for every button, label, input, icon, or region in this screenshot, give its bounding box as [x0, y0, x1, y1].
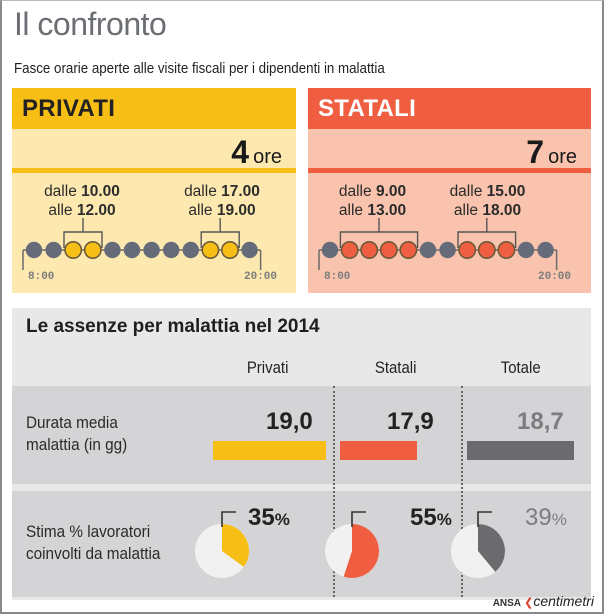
hour-dot-open — [221, 240, 240, 259]
timeline-svg — [22, 218, 262, 270]
pie-charts — [195, 511, 505, 578]
hour-dot-open — [201, 240, 220, 259]
hours-total: 7 ore — [526, 134, 577, 171]
pie-slice — [222, 524, 249, 567]
subtitle: Fasce orarie aperte alle visite fiscali … — [14, 61, 385, 77]
hour-dot-open — [399, 240, 418, 259]
hour-dot-closed — [439, 241, 456, 259]
timeline-svg — [318, 218, 558, 270]
pct-totale: 39% — [525, 504, 567, 531]
row-label: Durata media malattia (in gg) — [26, 413, 128, 454]
bar-statali — [340, 441, 418, 460]
row-label: Stima % lavoratori coinvolti da malattia — [26, 522, 161, 563]
hour-dot-open — [64, 240, 83, 259]
hour-dot-closed — [517, 241, 535, 259]
pie-slice — [478, 524, 505, 572]
panel-header: PRIVATI — [12, 88, 296, 129]
hour-dot-open — [379, 240, 398, 259]
panel-header: STATALI — [308, 88, 591, 129]
credit-agency: ANSA — [492, 598, 522, 609]
hour-dot-closed — [143, 241, 160, 259]
axis-start-label: 8:00 — [28, 271, 55, 283]
page-title: Il confronto — [14, 6, 167, 42]
window-label: dalle 15.00 alle 18.00 — [449, 183, 526, 219]
axis-end-label: 20:00 — [244, 271, 278, 283]
window-label: dalle 17.00 alle 19.00 — [184, 183, 260, 219]
bar-totale — [467, 441, 574, 460]
hours-total: 4 ore — [231, 134, 282, 171]
window-bracket — [339, 218, 419, 248]
value-totale: 18,7 — [517, 408, 564, 435]
hour-dot-closed — [104, 241, 121, 259]
bar-privati — [213, 441, 326, 460]
pie-leader — [221, 511, 236, 527]
divider-line — [308, 168, 591, 173]
row-durata: Durata media malattia (in gg) — [12, 386, 591, 484]
hour-dot-open — [497, 240, 516, 259]
value-privati: 19,0 — [266, 408, 313, 435]
hour-dot-closed — [45, 241, 62, 259]
pie-leader — [477, 511, 492, 527]
pct-statali: 55% — [410, 504, 452, 531]
pct-privati: 35% — [248, 504, 290, 531]
hour-dot-closed — [537, 241, 554, 259]
column-header-privati: Privati — [246, 358, 289, 377]
hour-dot-closed — [25, 241, 43, 259]
hour-dot-closed — [182, 241, 199, 259]
hour-dot-open — [340, 240, 359, 259]
panel-title: PRIVATI — [22, 95, 116, 122]
window-bracket — [63, 218, 103, 248]
column-divider — [461, 386, 463, 597]
timeline: dalle 10.00 alle 12.00 dalle 17.00 alle … — [12, 178, 296, 293]
hour-dot-open — [458, 240, 477, 259]
hours-unit: ore — [548, 146, 577, 168]
axis-start-label: 8:00 — [324, 271, 351, 283]
panel-statali: STATALI 7 ore dalle 9.00 alle 13.00 dalle… — [308, 88, 591, 293]
section-title: Le assenze per malattia nel 2014 — [26, 316, 320, 337]
panel-privati: PRIVATI 4 ore dalle 10.00 alle 12.00 dall… — [12, 88, 296, 293]
window-label: dalle 10.00 alle 12.00 — [44, 183, 120, 219]
stats-section: Le assenze per malattia nel 2014 Privati… — [12, 308, 591, 600]
hour-dot-open — [477, 240, 496, 259]
column-header-totale: Totale — [500, 358, 541, 377]
pie-slice — [343, 524, 379, 578]
window-label: dalle 9.00 alle 13.00 — [338, 183, 407, 219]
hours-unit: ore — [253, 146, 282, 168]
hour-dot-open — [83, 240, 102, 259]
column-divider — [333, 386, 335, 597]
hour-dot-closed — [163, 241, 180, 259]
window-bracket — [457, 218, 517, 248]
hour-dot-open — [360, 240, 379, 259]
column-header-statali: Statali — [374, 358, 417, 377]
hours-value: 4 — [231, 134, 250, 170]
credit: ANSA ❮centimetri — [492, 593, 594, 609]
hour-dot-closed — [123, 241, 141, 259]
hours-value: 7 — [526, 134, 545, 170]
timeline: dalle 9.00 alle 13.00 dalle 15.00 alle 1… — [308, 178, 591, 293]
panel-title: STATALI — [318, 95, 417, 122]
value-statali: 17,9 — [387, 408, 434, 435]
axis-end-label: 20:00 — [538, 271, 572, 283]
credit-brand: centimetri — [533, 593, 594, 609]
divider-line — [12, 168, 296, 173]
hour-dot-closed — [241, 241, 258, 259]
hour-dot-closed — [321, 241, 339, 259]
hour-dot-closed — [419, 241, 437, 259]
pie-leader — [351, 511, 366, 527]
window-bracket — [200, 218, 240, 248]
